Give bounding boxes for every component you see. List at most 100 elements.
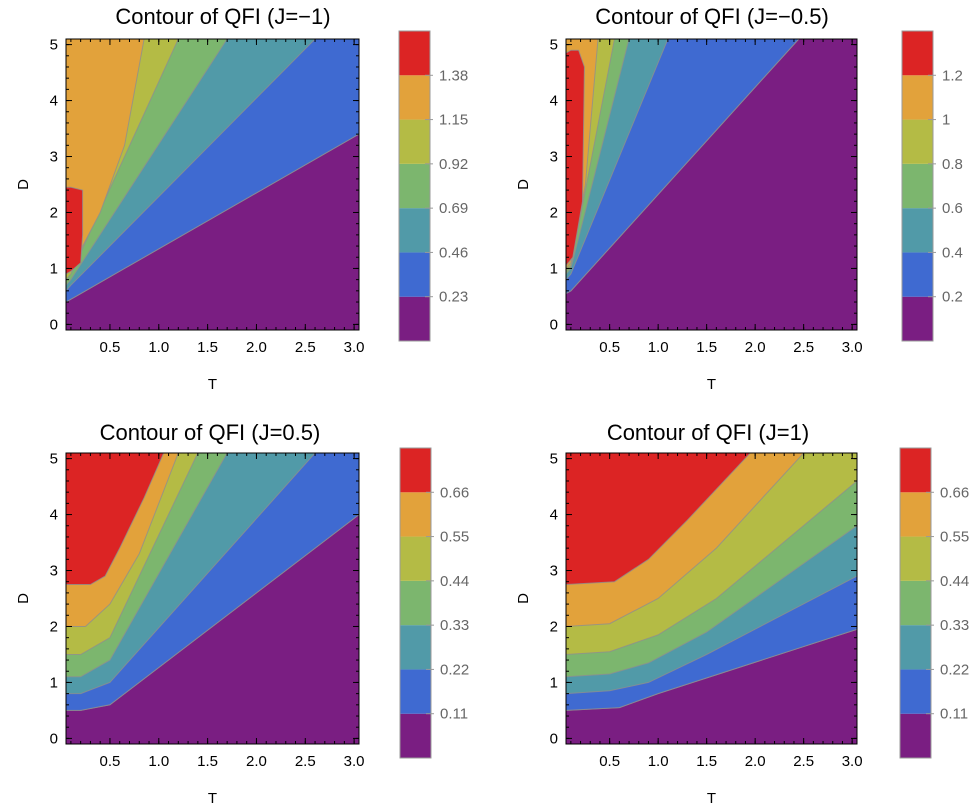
colorbar-frame [899,447,932,759]
colorbar-tick-label: 0.55 [440,529,469,546]
x-tick-label: 2.0 [745,339,766,356]
y-tick-label: 0 [50,316,58,333]
colorbar-tick-label: 1.15 [439,112,468,129]
colorbar-segment-5 [400,536,431,581]
x-tick-label: 2.5 [793,339,814,356]
x-tick-label: 1.5 [197,753,218,770]
x-axis-label: T [707,376,716,393]
contour-regions [66,39,359,330]
y-tick-label: 2 [550,618,558,635]
colorbar-segment-5 [902,119,933,164]
colorbar-segment-1 [399,296,430,341]
colorbar-segment-3 [900,625,931,670]
colorbar-tick-label: 0.92 [439,156,468,173]
colorbar-tick-label: 0.23 [439,289,468,306]
x-tick-label: 0.5 [599,339,620,356]
colorbar-segment-4 [902,163,933,209]
colorbar-tick-label: 0.4 [942,244,963,261]
colorbar-segment-1 [400,713,431,758]
y-tick-label: 0 [550,316,558,333]
x-tick-label: 3.0 [842,339,863,356]
x-tick-label: 2.5 [793,753,814,770]
colorbar-segment-6 [902,75,933,120]
y-tick-label: 5 [550,37,558,54]
colorbar-tick-label: 0.33 [440,617,469,634]
colorbar-tick-label: 0.8 [942,156,963,173]
colorbar: 0.2 0.4 0.6 0.8 1 1.2 [901,30,963,342]
x-tick-label: 0.5 [100,339,121,356]
x-tick-label: 1.0 [648,339,669,356]
plot-frame [65,452,360,745]
colorbar-tick-label: 1.38 [439,67,468,84]
contour-region-7 [566,453,751,586]
x-tick-label: 2.5 [295,339,316,356]
plot-frame [565,38,858,331]
x-tick-label: 1.5 [197,339,218,356]
colorbar-tick-label: 0.33 [940,617,969,634]
contour-region-7 [66,186,84,275]
y-tick-label: 4 [550,507,558,524]
y-tick-label: 0 [50,730,58,747]
colorbar-segment-4 [400,580,431,626]
y-tick-label: 5 [50,37,58,54]
chart-panel-3: 0.5 1.0 1.5 2.0 2.5 3.0 0 1 2 3 4 5 Contour of QFI (… [15,420,469,807]
x-tick-label: 2.5 [295,753,316,770]
colorbar-tick-label: 0.69 [439,200,468,217]
colorbar-segment-1 [900,713,931,758]
contour-regions [566,453,857,744]
colorbar-tick-label: 0.11 [940,706,968,723]
y-tick-label: 1 [550,260,558,277]
chart-title: Contour of QFI (J=−0.5) [595,4,829,29]
colorbar-frame [398,30,431,342]
x-tick-label: 2.0 [246,339,267,356]
colorbar: 0.11 0.22 0.33 0.44 0.55 0.66 [399,447,469,759]
x-tick-label: 1.0 [648,753,669,770]
chart-title: Contour of QFI (J=0.5) [100,420,321,445]
y-tick-label: 2 [50,618,58,635]
colorbar-segment-7 [399,31,430,76]
plot-frame [65,38,360,331]
colorbar-tick-label: 0.44 [440,573,469,590]
contour-regions [66,453,359,744]
chart-title: Contour of QFI (J=−1) [115,4,330,29]
colorbar-segment-2 [400,669,431,714]
colorbar-segment-3 [400,625,431,670]
x-tick-label: 2.0 [745,753,766,770]
colorbar-segment-2 [902,252,933,297]
colorbar-frame [399,447,432,759]
y-tick-label: 2 [550,204,558,221]
x-axis-label: T [208,376,217,393]
colorbar-tick-label: 0.11 [440,706,468,723]
y-tick-label: 1 [50,674,58,691]
y-tick-label: 4 [550,93,558,110]
y-tick-label: 4 [50,507,58,524]
colorbar-segment-2 [399,252,430,297]
colorbar-tick-label: 0.2 [942,289,963,306]
x-tick-label: 1.5 [696,339,717,356]
colorbar-segment-2 [900,669,931,714]
contour-region-7 [66,453,165,585]
colorbar-segment-6 [900,492,931,537]
colorbar-tick-label: 0.22 [940,661,969,678]
x-tick-label: 0.5 [599,753,620,770]
colorbar-tick-label: 0.46 [439,244,468,261]
y-tick-label: 2 [50,204,58,221]
y-tick-label: 3 [550,149,558,166]
contour-regions [566,39,857,330]
chart-title: Contour of QFI (J=1) [607,420,809,445]
colorbar-tick-label: 1.2 [942,67,963,84]
chart-panel-2: 0.5 1.0 1.5 2.0 2.5 3.0 0 1 2 3 4 5 Contour of QFI (… [515,4,963,393]
colorbar-segment-6 [400,492,431,537]
y-tick-label: 3 [550,563,558,580]
colorbar-tick-label: 0.6 [942,200,963,217]
colorbar-segment-7 [902,31,933,76]
plot-frame [565,452,858,745]
y-axis-label: D [515,593,532,604]
x-tick-label: 2.0 [246,753,267,770]
colorbar-segment-4 [900,580,931,626]
chart-panel-1: 0.5 1.0 1.5 2.0 2.5 3.0 0 1 2 3 4 5 Contour of QFI (… [15,4,468,393]
y-tick-label: 5 [50,451,58,468]
x-axis-label: T [707,790,716,807]
y-tick-label: 3 [50,149,58,166]
